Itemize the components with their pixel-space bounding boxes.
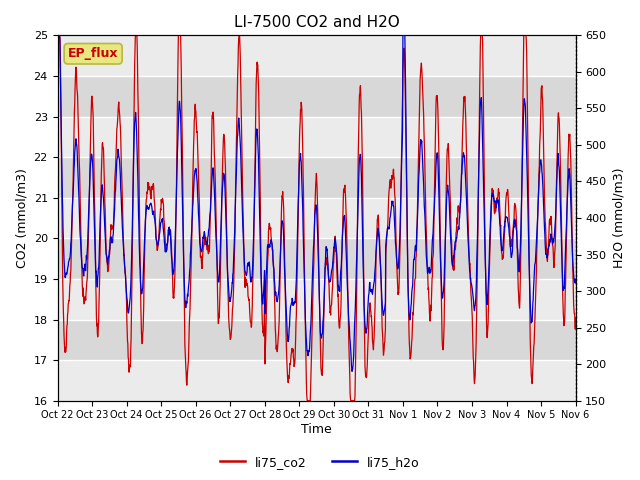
- Text: EP_flux: EP_flux: [68, 47, 118, 60]
- Bar: [58, 198, 575, 238]
- Bar: [58, 320, 575, 360]
- X-axis label: Time: Time: [301, 423, 332, 436]
- Bar: [58, 76, 575, 117]
- Bar: [58, 360, 575, 401]
- Y-axis label: H2O (mmol/m3): H2O (mmol/m3): [612, 168, 625, 268]
- Y-axis label: CO2 (mmol/m3): CO2 (mmol/m3): [15, 168, 28, 268]
- Bar: [58, 157, 575, 198]
- Legend: li75_co2, li75_h2o: li75_co2, li75_h2o: [215, 451, 425, 474]
- Bar: [58, 238, 575, 279]
- Title: LI-7500 CO2 and H2O: LI-7500 CO2 and H2O: [234, 15, 399, 30]
- Bar: [58, 279, 575, 320]
- Bar: [58, 117, 575, 157]
- Bar: [58, 36, 575, 76]
